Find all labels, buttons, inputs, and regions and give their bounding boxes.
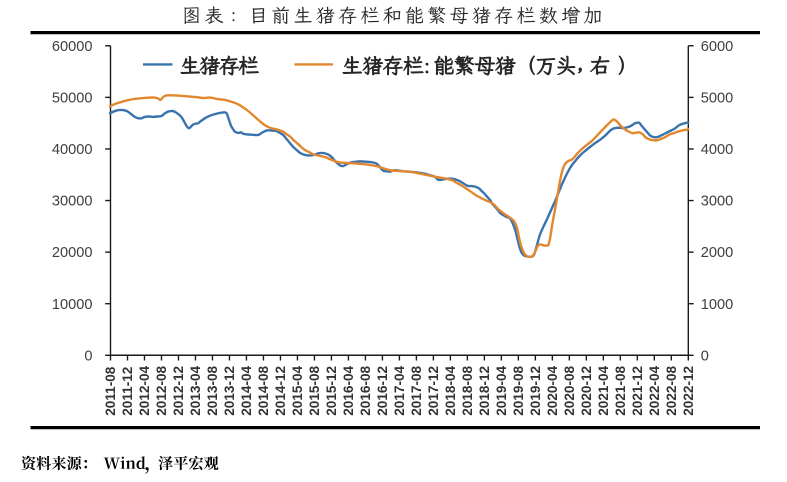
svg-text:6000: 6000 [701, 39, 733, 55]
svg-text:2020-04: 2020-04 [545, 365, 560, 415]
svg-text:2019-04: 2019-04 [494, 365, 509, 415]
svg-text:3000: 3000 [701, 194, 733, 210]
svg-text:60000: 60000 [52, 39, 93, 55]
svg-text:2014-08: 2014-08 [256, 365, 271, 415]
svg-text:2000: 2000 [701, 245, 733, 261]
svg-text:2021-08: 2021-08 [613, 365, 628, 415]
svg-text:2011-12: 2011-12 [120, 366, 135, 416]
svg-text:2022-08: 2022-08 [664, 365, 679, 415]
svg-text:2012-08: 2012-08 [154, 365, 169, 415]
svg-text:2015-12: 2015-12 [324, 365, 339, 415]
svg-text:2012-04: 2012-04 [137, 365, 152, 415]
svg-text:10000: 10000 [52, 297, 93, 313]
svg-text:2017-08: 2017-08 [409, 365, 424, 415]
svg-text:2011-08: 2011-08 [103, 366, 118, 416]
svg-text:4000: 4000 [701, 142, 733, 158]
svg-text:50000: 50000 [52, 91, 93, 107]
svg-text:2015-08: 2015-08 [307, 365, 322, 415]
svg-text:2018-12: 2018-12 [477, 365, 492, 415]
svg-text:2016-04: 2016-04 [341, 365, 356, 415]
svg-text:2021-04: 2021-04 [596, 365, 611, 415]
svg-text:40000: 40000 [52, 142, 93, 158]
svg-text:2022-12: 2022-12 [681, 365, 696, 415]
svg-text:2018-08: 2018-08 [460, 365, 475, 415]
svg-text:2021-12: 2021-12 [630, 365, 645, 415]
svg-text:2020-12: 2020-12 [579, 365, 594, 415]
svg-text:2015-04: 2015-04 [290, 365, 305, 415]
svg-text:2014-12: 2014-12 [273, 365, 288, 415]
svg-text:2013-08: 2013-08 [205, 365, 220, 415]
svg-text:2017-12: 2017-12 [426, 365, 441, 415]
svg-text:2014-04: 2014-04 [239, 365, 254, 415]
svg-text:2016-08: 2016-08 [358, 365, 373, 415]
svg-text:2019-08: 2019-08 [511, 365, 526, 415]
svg-text:2017-04: 2017-04 [392, 365, 407, 415]
svg-text:2019-12: 2019-12 [528, 365, 543, 415]
svg-text:2016-12: 2016-12 [375, 365, 390, 415]
svg-text:0: 0 [701, 348, 709, 364]
svg-text:2013-12: 2013-12 [222, 365, 237, 415]
svg-text:5000: 5000 [701, 91, 733, 107]
svg-text:2018-04: 2018-04 [443, 365, 458, 415]
svg-text:20000: 20000 [52, 245, 93, 261]
svg-text:2022-04: 2022-04 [647, 365, 662, 415]
svg-text:1000: 1000 [701, 297, 733, 313]
svg-text:2020-08: 2020-08 [562, 365, 577, 415]
svg-text:2013-04: 2013-04 [188, 365, 203, 415]
svg-text:0: 0 [84, 348, 92, 364]
svg-text:30000: 30000 [52, 194, 93, 210]
svg-text:2012-12: 2012-12 [171, 365, 186, 415]
